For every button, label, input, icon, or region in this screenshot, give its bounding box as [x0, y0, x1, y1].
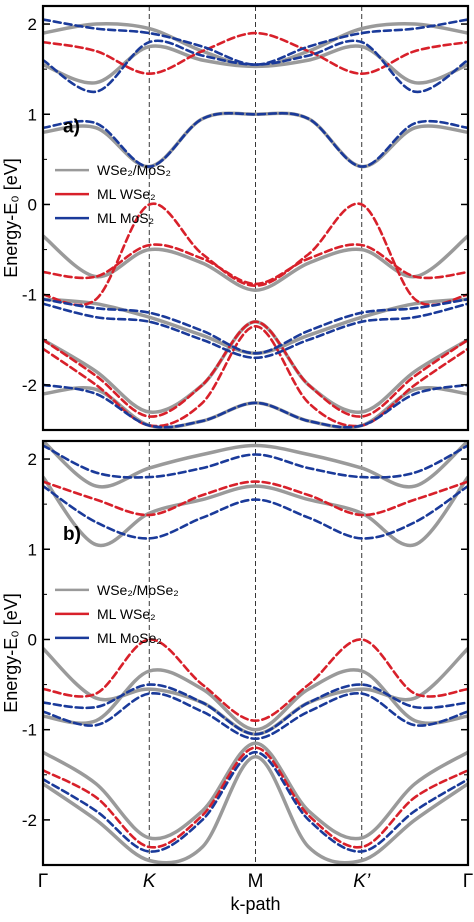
legend-label: ML WSe₂ [97, 606, 156, 622]
legend-label: WSe₂/MoSe₂ [97, 582, 179, 598]
series-mlwse [43, 31, 468, 428]
band-line [43, 243, 468, 286]
x-tick-label: M [248, 871, 264, 892]
y-axis-label: Energy-E₀ [eV] [1, 593, 21, 713]
band-line [43, 441, 468, 489]
band-line [43, 111, 468, 169]
legend-label: ML MoS₂ [97, 210, 154, 226]
x-tick-label: Γ [463, 871, 473, 892]
y-tick-label: -2 [22, 376, 37, 395]
band-line [43, 18, 468, 66]
band-line [43, 683, 468, 736]
plot-frame [41, 4, 470, 432]
band-line [43, 234, 468, 292]
legend-label: WSe₂/MoS₂ [97, 162, 171, 178]
legend: WSe₂/MoS₂ ML WSe₂ ML MoS₂ [55, 162, 171, 226]
panel-label: b) [63, 524, 81, 545]
band-line [43, 746, 468, 849]
band-line [43, 475, 468, 548]
x-tick-label: Γ [38, 871, 48, 892]
band-line [43, 383, 468, 429]
band-line [43, 111, 468, 168]
legend: WSe₂/MoSe₂ ML WSe₂ ML MoSe₂ [55, 582, 179, 646]
band-line [43, 302, 468, 360]
y-tick-label: -2 [22, 811, 37, 830]
y-tick-label: 2 [28, 15, 37, 34]
band-line [43, 754, 468, 865]
x-tick-label: K [143, 871, 157, 892]
band-line [43, 320, 468, 418]
panel-b: -2 -1 0 1 2 Energy-E₀ [eV] b) WSe₂/MoSe₂ ML WSe₂… [1, 439, 473, 914]
y-tick-label: 1 [28, 105, 37, 124]
band-line [43, 444, 468, 479]
y-tick-label: -1 [22, 286, 37, 305]
band-line [43, 22, 468, 69]
band-line [43, 668, 468, 732]
x-axis-label: k-path [230, 894, 280, 914]
series-mlmos [43, 18, 468, 429]
x-tick-label: K’ [353, 871, 371, 892]
y-axis-label: Energy-E₀ [eV] [1, 158, 21, 278]
band-line [43, 202, 468, 307]
y-tick-label: 0 [28, 630, 37, 649]
band-line [43, 484, 468, 540]
y-tick-label: 2 [28, 450, 37, 469]
band-line [43, 325, 468, 428]
band-line [43, 31, 468, 75]
legend-label: ML MoSe₂ [97, 630, 162, 646]
band-line [43, 638, 468, 722]
plot-frame [41, 439, 470, 867]
y-tick-label: 1 [28, 540, 37, 559]
panel-a: -2 -1 0 1 2 Energy-E₀ [eV] a) WSe₂/MoS₂ ML WSe₂ M… [1, 4, 470, 432]
legend-label: ML WSe₂ [97, 186, 156, 202]
band-line [43, 39, 468, 94]
y-tick-label: -1 [22, 721, 37, 740]
band-line [43, 741, 468, 841]
band-line [43, 750, 468, 853]
series-mlwse [43, 480, 468, 849]
band-line [43, 692, 468, 740]
series-mlmose [43, 444, 468, 853]
bands [43, 441, 468, 865]
bands [43, 18, 468, 430]
panel-label: a) [63, 116, 80, 137]
band-line [43, 480, 468, 517]
y-tick-label: 0 [28, 195, 37, 214]
band-line [43, 297, 468, 355]
